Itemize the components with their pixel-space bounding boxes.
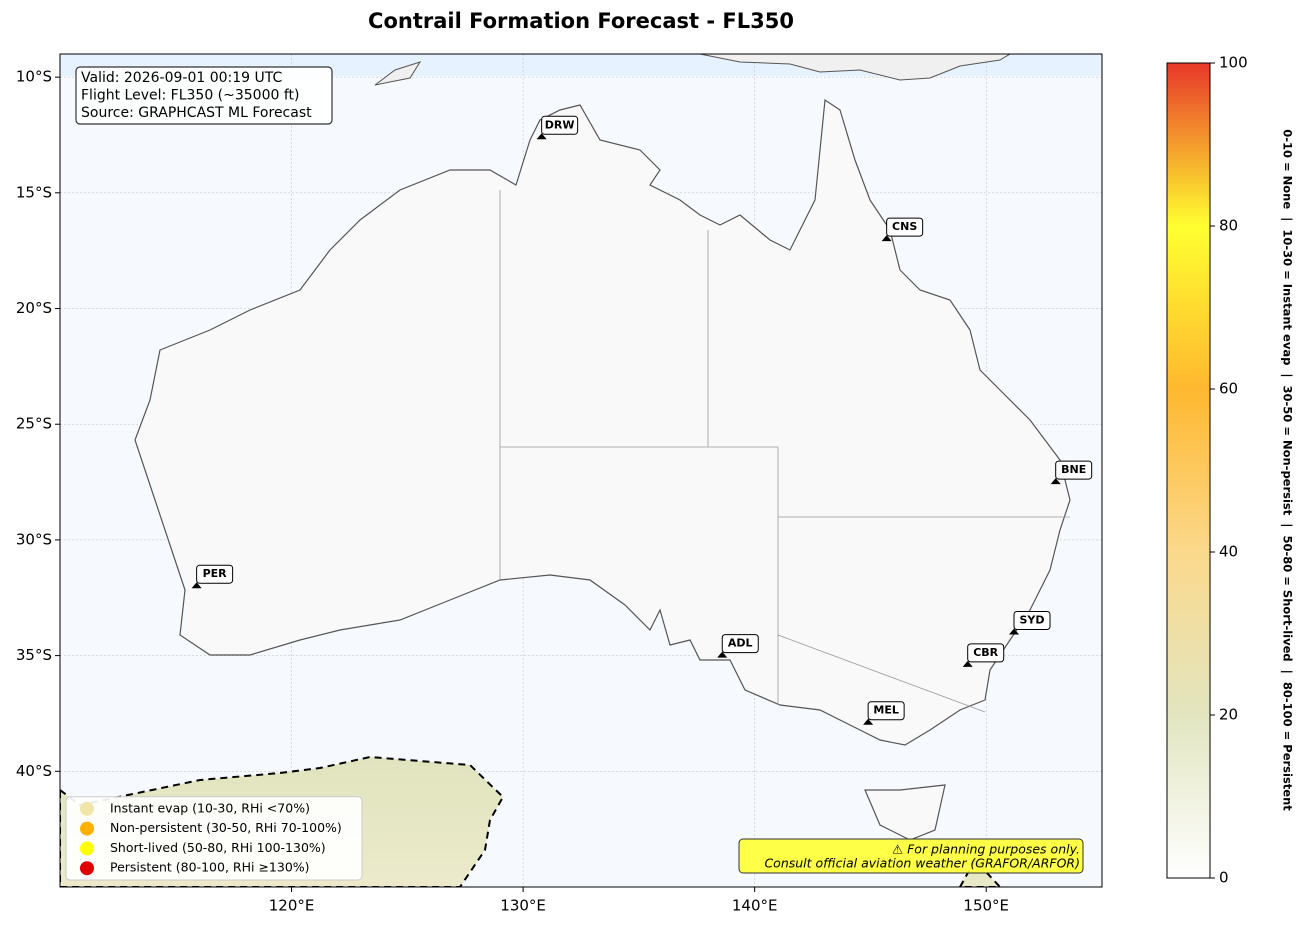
y-tick-label: 40°S: [16, 762, 52, 780]
airport-label: CNS: [892, 220, 917, 233]
state-borders: [499, 190, 1070, 713]
colorbar-tick-label: 100: [1219, 54, 1248, 72]
airport-marker: [191, 582, 202, 589]
airport-label-box: [1055, 460, 1093, 480]
colorbar-label: 0-10 = None | 10-30 = Instant evap | 30-…: [1281, 129, 1295, 811]
info-line: Valid: 2026-09-01 00:19 UTC: [81, 70, 282, 86]
airport-label-box: [886, 217, 924, 237]
airport-marker: [717, 651, 728, 658]
airport-label: ADL: [728, 637, 753, 650]
note-box: [738, 838, 1084, 874]
airport-label-box: [867, 701, 905, 721]
colorbar-tick-label: 0: [1219, 869, 1229, 887]
y-tick-label: 35°S: [16, 646, 52, 664]
info-line: Flight Level: FL350 (~35000 ft): [81, 88, 300, 104]
colorbar-tick-label: 20: [1219, 706, 1238, 724]
airport-label-box: [1013, 610, 1051, 630]
map: DRW CNS BNE PER ADL SYD CBR MEL: [60, 54, 1102, 887]
land: [374, 61, 422, 86]
airport-marker: [962, 660, 973, 667]
y-tick-label: 20°S: [16, 299, 52, 317]
legend-swatch: [80, 801, 94, 816]
airport-marker: [1009, 628, 1020, 635]
x-tick-label: 130°E: [500, 897, 546, 915]
legend-label: Non-persistent (30-50, RHi 70-100%): [110, 820, 342, 835]
y-tick-label: 25°S: [16, 415, 52, 433]
colorbar-tick-label: 60: [1219, 380, 1238, 398]
legend-label: Persistent (80-100, RHi ≥130%): [110, 860, 310, 875]
x-tick-label: 140°E: [732, 897, 778, 915]
y-tick-label: 15°S: [16, 183, 52, 201]
airport-label-box: [541, 115, 579, 135]
airport-label: PER: [203, 567, 228, 580]
legend-swatch: [80, 821, 94, 836]
airport-marker: [881, 235, 892, 242]
legend-swatch: [80, 861, 94, 876]
legend-label: Short-lived (50-80, RHi 100-130%): [110, 840, 326, 855]
colorbar-tick-label: 80: [1219, 217, 1238, 235]
colorbar-tick-label: 40: [1219, 543, 1238, 561]
land: [699, 54, 1011, 81]
airport-label-box: [721, 634, 759, 654]
airport-label-box: [196, 564, 234, 584]
legend-swatch: [80, 841, 94, 856]
note-line: ⚠ For planning purposes only.: [892, 842, 1080, 857]
info-box: [75, 66, 333, 125]
airport-label: MEL: [873, 704, 898, 717]
note-line: Consult official aviation weather (GRAFO…: [764, 856, 1080, 871]
info-line: Source: GRAPHCAST ML Forecast: [81, 105, 312, 121]
airport-marker: [863, 718, 874, 725]
y-tick-label: 10°S: [16, 68, 52, 86]
airport-label: CBR: [973, 646, 998, 659]
airport-label: DRW: [545, 118, 575, 131]
x-tick-label: 120°E: [269, 897, 315, 915]
legend-label: Instant evap (10-30, RHi <70%): [110, 800, 310, 815]
airport-label: SYD: [1019, 613, 1044, 626]
airport-marker: [1050, 478, 1061, 485]
map-frame: [59, 53, 1103, 888]
chart-title: Contrail Formation Forecast - FL350: [368, 9, 794, 33]
legend-box: [65, 796, 363, 881]
colorbar: [1166, 62, 1211, 879]
land: [134, 98, 1071, 746]
airport-label: BNE: [1061, 463, 1086, 476]
land: [864, 784, 946, 841]
x-tick-label: 150°E: [963, 897, 1009, 915]
airport-label-box: [967, 643, 1005, 663]
airport-marker: [536, 133, 547, 140]
y-tick-label: 30°S: [16, 530, 52, 548]
